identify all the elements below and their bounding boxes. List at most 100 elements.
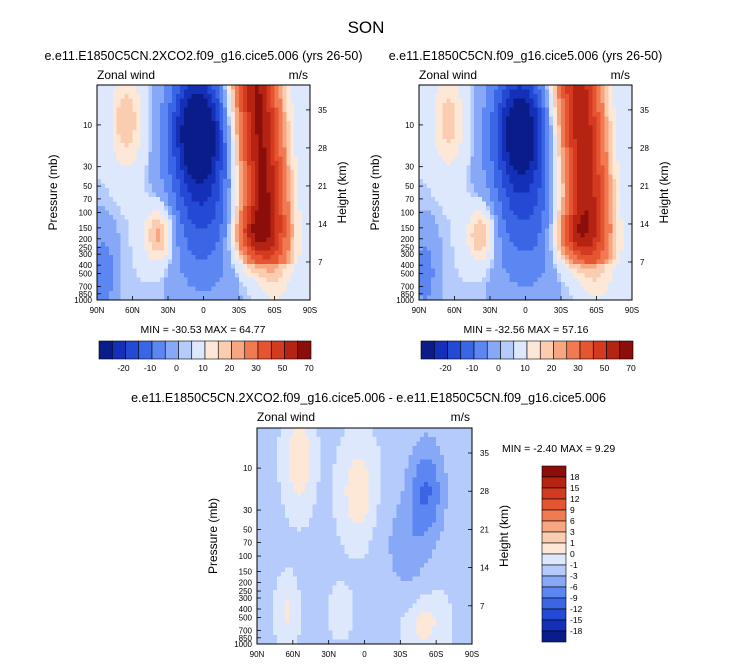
heatmap-cell [430, 170, 436, 176]
heatmap-cell [168, 125, 173, 131]
heatmap-cell [223, 228, 228, 234]
heatmap-cell [493, 250, 499, 256]
heatmap-cell [529, 161, 534, 167]
heatmap-cell [592, 179, 598, 185]
heatmap-cell [576, 259, 582, 265]
heatmap-cell [223, 282, 228, 288]
heatmap-cell [450, 210, 456, 216]
heatmap-cell [148, 107, 153, 113]
heatmap-cell [557, 282, 562, 288]
heatmap-cell [160, 102, 165, 108]
heatmap-cell [521, 174, 527, 180]
heatmap-cell [203, 264, 209, 270]
heatmap-cell [588, 125, 594, 131]
heatmap-cell [486, 129, 491, 135]
heatmap-cell [227, 102, 232, 108]
heatmap-cell [104, 201, 110, 207]
heatmap-cell [529, 125, 534, 131]
heatmap-cell [152, 277, 157, 283]
heatmap-cell [160, 129, 165, 135]
heatmap-cell [97, 205, 102, 212]
heatmap-cell [164, 156, 169, 162]
heatmap-cell [306, 93, 311, 100]
heatmap-cell [454, 196, 460, 203]
heatmap-cell [545, 125, 550, 131]
heatmap-cell [104, 170, 110, 176]
heatmap-cell [486, 85, 491, 91]
heatmap-cell [152, 138, 157, 144]
heatmap-cell [513, 170, 519, 176]
heatmap-cell [223, 259, 228, 265]
heatmap-cell [152, 188, 157, 194]
heatmap-cell [258, 273, 264, 279]
heatmap-cell [493, 179, 499, 185]
heatmap-cell [298, 277, 303, 283]
heatmap-cell [306, 116, 311, 122]
heatmap-cell [278, 205, 283, 212]
heatmap-cell [521, 111, 527, 117]
heatmap-cell [223, 214, 228, 220]
heatmap-cell [422, 291, 428, 297]
heatmap-cell [446, 232, 452, 238]
heatmap-cell [478, 143, 483, 149]
heatmap-cell [187, 214, 193, 220]
heatmap-cell [298, 107, 303, 113]
heatmap-cell [438, 210, 444, 216]
heatmap-cell [462, 246, 467, 252]
heatmap-cell [592, 107, 598, 113]
heatmap-cell [430, 147, 436, 153]
heatmap-cell [557, 273, 562, 279]
heatmap-cell [227, 210, 232, 216]
heatmap-cell [104, 120, 110, 126]
heatmap-cell [239, 152, 244, 158]
heatmap-cell [148, 214, 153, 220]
heatmap-cell [478, 214, 483, 220]
heatmap-cell [501, 282, 507, 288]
heatmap-cell [533, 264, 538, 270]
heatmap-cell [183, 205, 189, 212]
heatmap-cell [434, 205, 440, 212]
heatmap-cell [97, 232, 102, 238]
heatmap-cell [482, 282, 487, 288]
heatmap-cell [274, 237, 280, 243]
heatmap-cell [474, 161, 479, 167]
heatmap-cell [164, 102, 169, 108]
heatmap-cell [306, 196, 311, 203]
heatmap-cell [298, 246, 303, 252]
heatmap-cell [250, 93, 256, 100]
x-tick-label: 60S [267, 306, 281, 315]
heatmap-cell [430, 291, 436, 297]
heatmap-cell [286, 286, 291, 292]
heatmap-cell [517, 93, 523, 100]
heatmap-cell [513, 291, 519, 297]
heatmap-cell [490, 152, 495, 158]
heatmap-cell [446, 98, 452, 104]
heatmap-cell [227, 85, 232, 91]
heatmap-cell [549, 246, 554, 252]
heatmap-cell [97, 85, 102, 91]
heatmap-cell [529, 116, 534, 122]
heatmap-cell [156, 241, 161, 247]
heatmap-cell [298, 223, 303, 229]
heatmap-cell [454, 205, 460, 212]
heatmap-cell [517, 156, 523, 162]
heatmap-cell [286, 273, 291, 279]
heatmap-cell [442, 85, 448, 91]
heatmap-cell [426, 134, 432, 140]
heatmap-cell [302, 264, 307, 270]
heatmap-cell [604, 179, 609, 185]
heatmap-cell [462, 196, 467, 203]
heatmap-cell [438, 170, 444, 176]
units-label: m/s [611, 68, 630, 82]
heatmap-cell [100, 259, 106, 265]
heatmap-cell [136, 277, 141, 283]
heatmap-cell [588, 241, 594, 247]
heatmap-cell [164, 89, 169, 95]
heatmap-cell [478, 282, 483, 288]
heatmap-cell [215, 156, 220, 162]
heatmap-cell [246, 259, 252, 265]
heatmap-cell [219, 116, 224, 122]
heatmap-cell [136, 156, 141, 162]
heatmap-cell [482, 286, 487, 292]
heatmap-cell [306, 161, 311, 167]
